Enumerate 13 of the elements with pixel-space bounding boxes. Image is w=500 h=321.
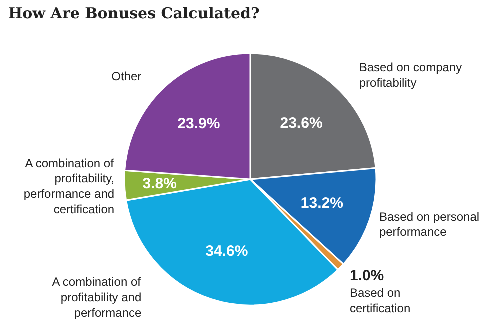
slice-label: Based on personal performance [379, 210, 480, 240]
data-label: 23.9% [178, 116, 220, 133]
data-label: 34.6% [206, 242, 248, 260]
slice-label: A combination of profitability, performance and certification [24, 156, 115, 216]
data-label: 23.6% [280, 115, 323, 132]
data-label: 13.2% [300, 195, 344, 212]
slice-label: A combination of profitability and performance [52, 275, 142, 320]
slice-label: Other [112, 69, 142, 84]
chart-title: How Are Bonuses Calculated? [8, 4, 260, 22]
data-label: 3.8% [142, 175, 177, 192]
data-label: 1.0% [350, 268, 384, 285]
slice-label: Based on company profitability [359, 60, 462, 90]
slice-label: Based on certification [350, 286, 411, 316]
